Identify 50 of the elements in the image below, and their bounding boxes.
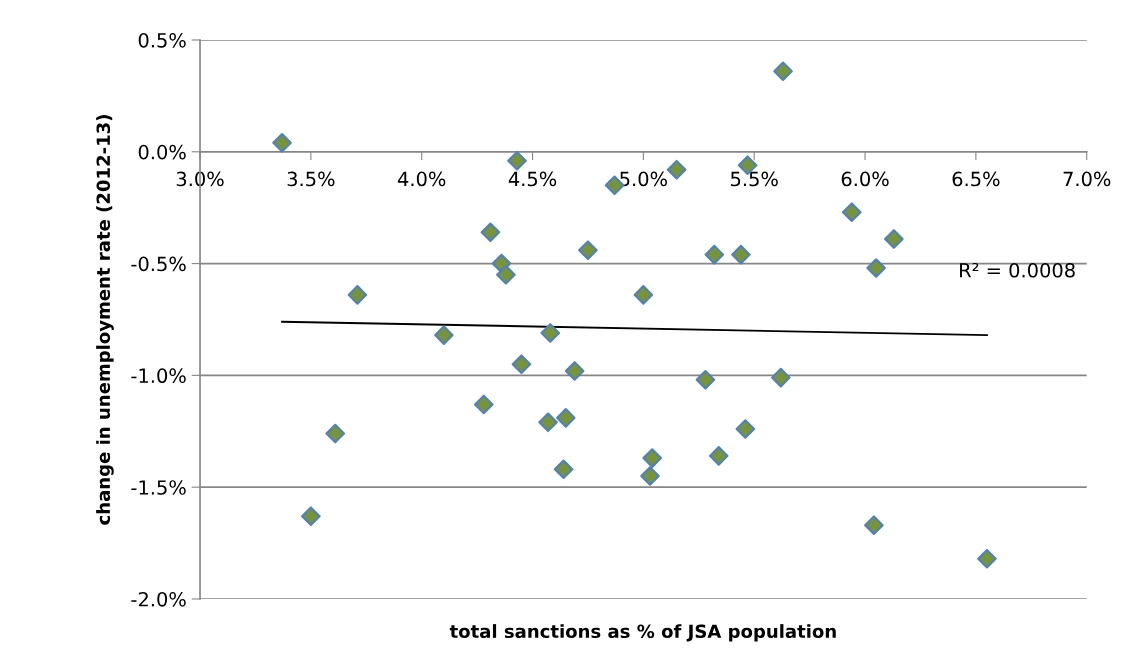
point — [695, 370, 716, 390]
point — [884, 229, 904, 249]
point — [347, 285, 368, 305]
point — [866, 258, 886, 278]
x-tick-label: 6.0% — [841, 171, 889, 187]
point — [864, 515, 884, 536]
y-tick-label: -2.0% — [131, 591, 186, 607]
y-tick-label: 0.0% — [138, 144, 186, 160]
y-tick-label: 0.5% — [138, 32, 186, 48]
point — [731, 244, 751, 265]
point — [507, 150, 527, 171]
point — [473, 394, 494, 415]
point — [540, 323, 561, 343]
x-axis-title: total sanctions as % of JSA population — [449, 624, 836, 642]
x-tick-label: 4.0% — [397, 171, 446, 187]
x-tick-label: 4.5% — [508, 171, 557, 187]
point — [538, 412, 558, 433]
point — [578, 240, 598, 260]
point — [564, 361, 585, 381]
point — [640, 466, 660, 486]
point — [735, 419, 756, 439]
annotation: R² = 0.0008 — [960, 262, 1075, 278]
point — [704, 244, 725, 265]
point — [511, 354, 532, 375]
point — [841, 202, 862, 222]
point — [773, 61, 793, 82]
y-tick-label: -0.5% — [131, 256, 186, 272]
x-tick-label: 7.0% — [1063, 171, 1111, 187]
y-tick-label: -1.0% — [131, 368, 186, 384]
point — [553, 459, 574, 480]
point — [708, 446, 729, 466]
point — [272, 133, 292, 153]
point — [770, 367, 791, 388]
x-tick-label: 6.5% — [952, 171, 1000, 187]
point — [301, 506, 321, 527]
y-axis-title: change in unemployment rate (2012-13) — [96, 115, 114, 525]
point — [633, 285, 654, 305]
x-tick-label: 5.5% — [731, 171, 778, 187]
x-tick-label: 3.0% — [176, 171, 224, 187]
point — [666, 159, 687, 180]
x-tick-label: 5.0% — [620, 171, 667, 187]
point — [642, 448, 663, 468]
x-tick-label: 3.5% — [287, 171, 335, 187]
point — [480, 222, 501, 243]
y-tick-label: -1.5% — [131, 480, 186, 495]
point — [555, 408, 576, 428]
point — [325, 423, 346, 444]
point — [977, 548, 997, 569]
point — [434, 325, 454, 345]
point — [496, 264, 516, 285]
